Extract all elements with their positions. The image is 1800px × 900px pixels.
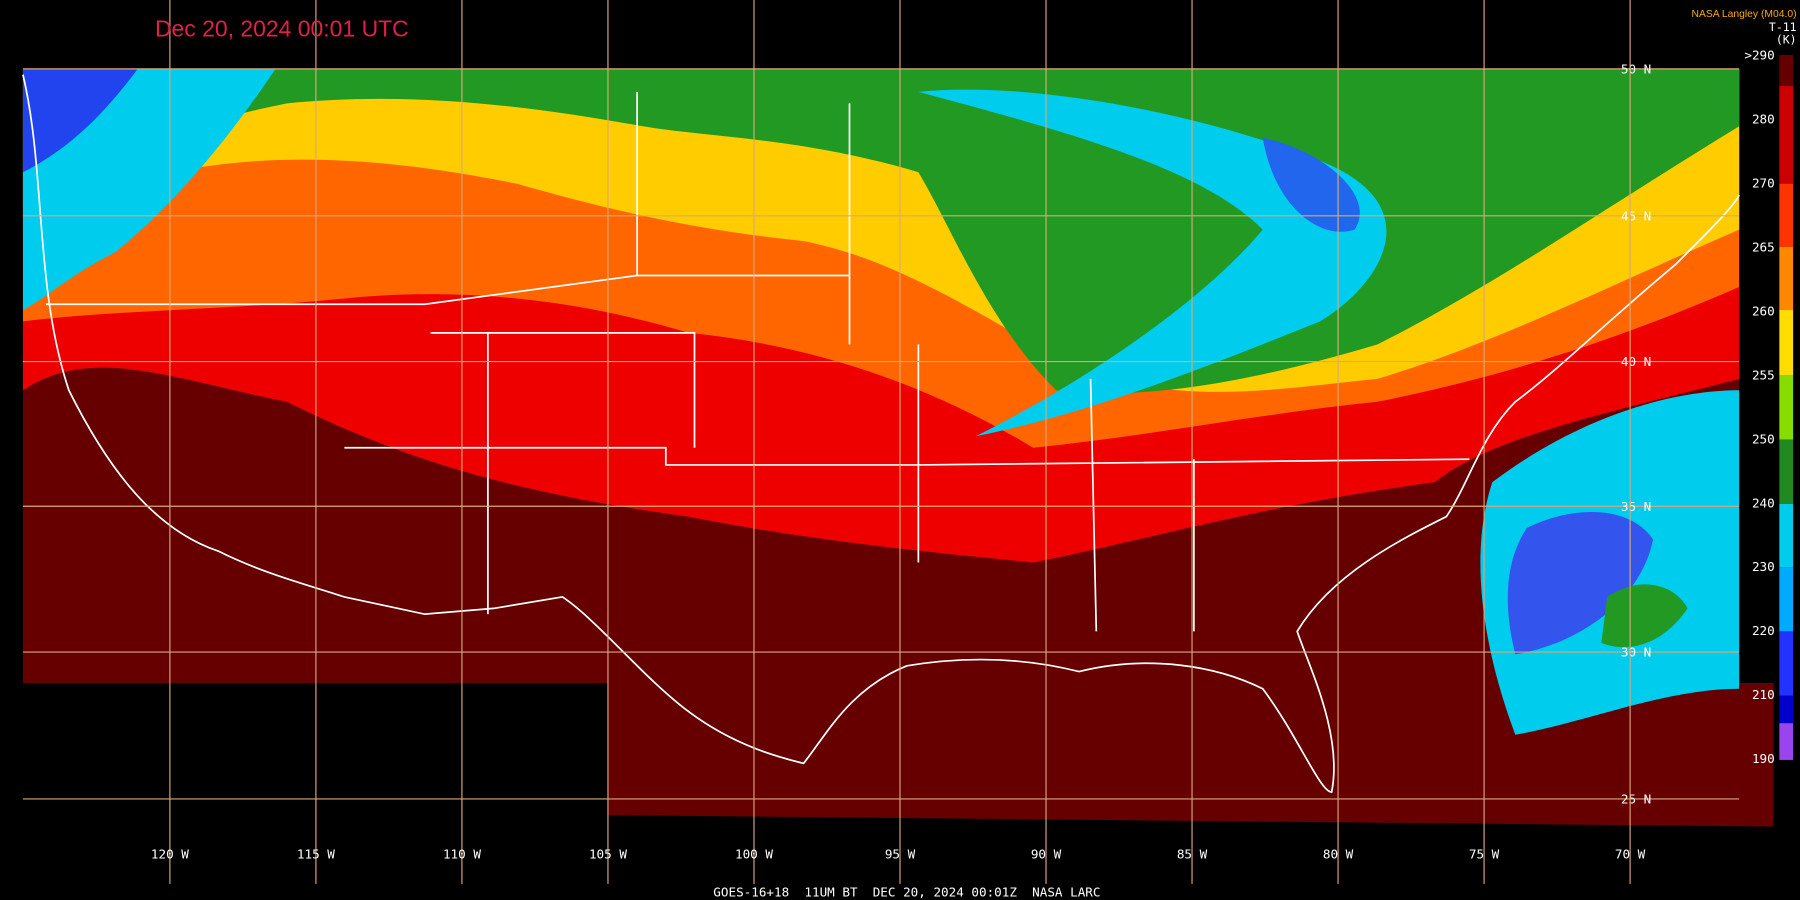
- longitude-label: 100 W: [735, 847, 773, 862]
- credit: NASA Langley (M04.0): [1691, 9, 1796, 20]
- latitude-label: 40 N: [1621, 354, 1651, 369]
- longitude-label: 110 W: [443, 847, 481, 862]
- longitude-label: 70 W: [1615, 847, 1646, 862]
- cyan-east: [918, 89, 1387, 437]
- colorbar-segment: [1779, 695, 1794, 724]
- latitude-label: 50 N: [1621, 61, 1651, 76]
- longitude-label: 115 W: [297, 847, 335, 862]
- longitude-label: 75 W: [1469, 847, 1500, 862]
- boundaries: [22, 74, 1740, 793]
- colorbar-label: 210: [1752, 687, 1775, 702]
- lat-lon-grid: 50 N 45 N 40 N 35 N 30 N 25 N 120 W 115 W 110 W 1…: [22, 0, 1740, 884]
- colorbar-label: 220: [1752, 623, 1775, 638]
- longitude-label: 95 W: [885, 847, 916, 862]
- colorbar-segment: [1779, 631, 1794, 696]
- colorbar-label: 250: [1752, 431, 1775, 446]
- colorbar-label: 260: [1752, 303, 1775, 318]
- longitude-label: 105 W: [589, 847, 627, 862]
- longitude-label: 80 W: [1323, 847, 1354, 862]
- colorbar-label: 280: [1752, 112, 1775, 127]
- unit-label: (K): [1776, 33, 1797, 47]
- colorbar-segment: [1779, 246, 1794, 310]
- state-lines: [45, 91, 1470, 632]
- colorbar-label: 265: [1752, 240, 1775, 255]
- blue-west: [22, 68, 138, 173]
- colorbar-segment: [1779, 375, 1794, 440]
- coastline: [22, 74, 1740, 793]
- blue-east: [1262, 137, 1360, 232]
- colorbar-segment: [1779, 86, 1794, 184]
- colorbar-label: 240: [1752, 495, 1775, 510]
- colorbar-label: 270: [1752, 176, 1775, 191]
- channel-label: T-11: [1769, 20, 1797, 34]
- imagery: [22, 68, 1774, 827]
- latitude-label: 35 N: [1621, 499, 1651, 514]
- longitude-label: 90 W: [1031, 847, 1062, 862]
- colorbar-label: 230: [1752, 559, 1775, 574]
- cyan-west: [22, 68, 276, 310]
- colorbar-segment: [1779, 55, 1794, 87]
- colorbar-label: 255: [1752, 367, 1775, 382]
- longitude-label: 85 W: [1177, 847, 1208, 862]
- colorbar-segment: [1779, 439, 1794, 504]
- latitude-label: 30 N: [1621, 645, 1651, 660]
- longitude-label: 120 W: [151, 847, 189, 862]
- latitude-label: 25 N: [1621, 792, 1651, 807]
- green-atlantic: [1601, 584, 1688, 648]
- footer: GOES-16+18 11UM BT DEC 20, 2024 00:01Z N…: [713, 885, 1100, 900]
- colorbar-segment: [1779, 183, 1794, 247]
- colorbar: >290 280 270 265 260 255 250 240 230 220 210 190: [1744, 48, 1794, 766]
- colorbar-label: >290: [1744, 48, 1774, 63]
- colorbar-segment: [1779, 567, 1794, 632]
- colorbar-label: 190: [1752, 751, 1775, 766]
- blue-atlantic: [1507, 512, 1654, 655]
- colorbar-segment: [1779, 309, 1794, 376]
- colorbar-segment: [1779, 503, 1794, 568]
- timestamp-title: Dec 20, 2024 00:01 UTC: [155, 16, 409, 42]
- latitude-label: 45 N: [1621, 208, 1651, 223]
- colorbar-segment: [1779, 723, 1794, 760]
